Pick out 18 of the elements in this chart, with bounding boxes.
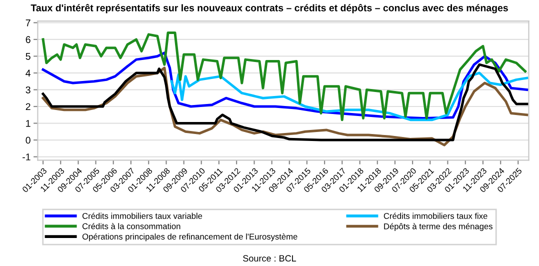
legend-label: Dépôts à terme des ménages [384, 223, 492, 231]
y-tick-label: 6 [26, 36, 30, 44]
legend-label: Crédits immobiliers taux variable [82, 212, 202, 219]
y-tick-label: 0 [26, 136, 30, 144]
source-note: Source : BCL [243, 255, 296, 262]
line-series [170, 72, 528, 122]
legend-label: Crédits à la consommation [82, 222, 180, 230]
y-tick-label: 1 [26, 120, 30, 127]
y-tick-label: 2 [26, 103, 30, 110]
y-tick-label: 4 [26, 70, 30, 76]
chart-title: Taux d'intérêt représentatifs sur les nouveaux contrats – crédits et dépôts – conclus avec des ménages [30, 4, 508, 14]
y-tick-label: 3 [26, 86, 30, 94]
legend-label: Crédits immobiliers taux fixe [384, 212, 488, 219]
y-tick-label: -1 [22, 154, 30, 160]
legend-label: Opérations principales de refinancement de l'Eurosystème [82, 233, 298, 242]
y-tick-label: 5 [26, 53, 30, 60]
line-series [42, 31, 526, 122]
y-tick-label: 7 [26, 20, 30, 26]
